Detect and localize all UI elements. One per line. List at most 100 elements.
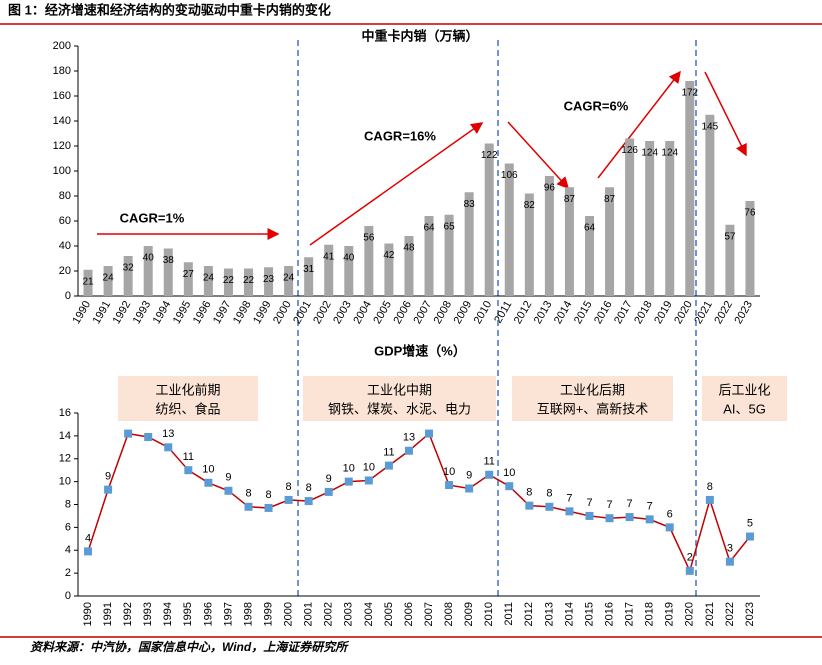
marker [745,532,754,541]
bar-value-label: 64 [584,223,596,234]
value-label: 8 [526,487,532,499]
bar-value-label: 57 [724,231,736,242]
bar-value-label: 106 [501,170,518,181]
x-tick-label: 1998 [231,299,254,326]
bar-value-label: 23 [263,274,275,285]
x-tick-label: 1994 [162,602,174,626]
value-label: 10 [363,461,375,473]
bar [344,246,354,296]
value-label: 9 [466,469,472,481]
marker [124,429,133,438]
value-label: 8 [546,488,552,500]
x-tick-label: 2001 [303,602,315,626]
x-tick-label: 1994 [151,299,174,326]
x-tick-label: 2022 [724,602,736,626]
x-tick-label: 2017 [624,602,636,626]
bar [103,266,113,296]
value-label: 10 [443,466,455,478]
x-tick-label: 2013 [543,602,555,626]
marker [304,497,313,506]
bar-title: 中重卡内销（万辆） [361,28,478,43]
bar [564,187,574,296]
value-label: 3 [727,543,733,555]
value-label: 7 [586,497,592,509]
phase-subtitle: 钢铁、煤炭、水泥、电力 [328,401,471,416]
x-tick-label: 2001 [291,299,314,326]
marker [264,503,273,512]
bar-value-label: 96 [544,183,556,194]
x-tick-label: 1996 [202,602,214,626]
marker [384,461,393,470]
bar [183,262,193,296]
bar-value-label: 22 [243,275,255,286]
bar-value-label: 42 [383,250,395,261]
marker [364,476,373,485]
marker [665,523,674,532]
value-label: 8 [286,481,292,493]
bar-value-label: 41 [323,251,335,262]
x-tick-label: 2009 [452,299,475,326]
value-label: 5 [747,517,753,529]
line-title: GDP增速（%） [374,343,466,358]
phase-title: 工业化后期 [560,382,625,397]
bar-value-label: 87 [564,194,576,205]
y-tick-label: 80 [59,190,71,202]
phase-box [512,376,673,421]
marker [184,466,193,475]
y-tick-label: 14 [59,430,71,442]
marker [224,486,233,495]
x-tick-label: 2006 [403,602,415,626]
x-tick-label: 2020 [684,602,696,626]
x-tick-label: 1990 [82,602,94,626]
bar-value-label: 21 [82,276,94,287]
bar [203,266,213,296]
arrow [309,122,484,246]
x-tick-label: 2008 [443,602,455,626]
phase-subtitle: 互联网+、高新技术 [537,401,649,416]
value-label: 9 [225,472,231,484]
bar-value-label: 87 [604,194,616,205]
x-tick-label: 2006 [391,299,414,326]
y-tick-label: 180 [53,65,71,77]
marker [725,557,734,566]
x-tick-label: 1993 [131,299,154,326]
x-tick-label: 2010 [483,602,495,626]
phase-title: 工业化前期 [155,382,220,397]
x-tick-label: 2011 [492,299,514,325]
figure-title: 图 1：经济增速和经济结构的变动驱动中重卡内销的变化 [8,2,331,17]
bar [444,214,454,296]
y-tick-label: 6 [65,521,71,533]
bar [544,176,554,296]
y-tick-label: 100 [53,165,71,177]
bar [143,246,153,296]
phase-box [118,376,258,421]
x-tick-label: 1993 [142,602,154,626]
cagr-annotation: CAGR=6% [564,98,629,113]
x-tick-label: 2000 [283,602,295,626]
marker [284,495,293,504]
marker [244,502,253,511]
bar-value-label: 31 [303,264,315,275]
arrow [597,70,681,179]
bar-value-label: 172 [681,88,698,99]
x-tick-label: 2012 [523,602,535,626]
bar-value-label: 83 [464,199,476,210]
y-tick-label: 140 [53,115,71,127]
x-tick-label: 1995 [171,299,194,326]
x-tick-label: 2002 [311,299,334,326]
value-label: 8 [306,482,312,494]
bar [384,243,394,296]
bar [123,256,133,296]
x-tick-label: 1992 [122,602,134,626]
marker [505,482,514,491]
x-tick-label: 1998 [242,602,254,626]
bar [685,81,695,296]
bar-value-label: 56 [363,233,375,244]
x-tick-label: 2023 [732,299,755,326]
bar [665,141,675,296]
value-label: 10 [202,464,214,476]
x-tick-label: 2022 [712,299,735,326]
x-tick-label: 2018 [632,299,655,326]
x-tick-label: 2005 [383,602,395,626]
cagr-annotation: CAGR=1% [120,210,185,225]
